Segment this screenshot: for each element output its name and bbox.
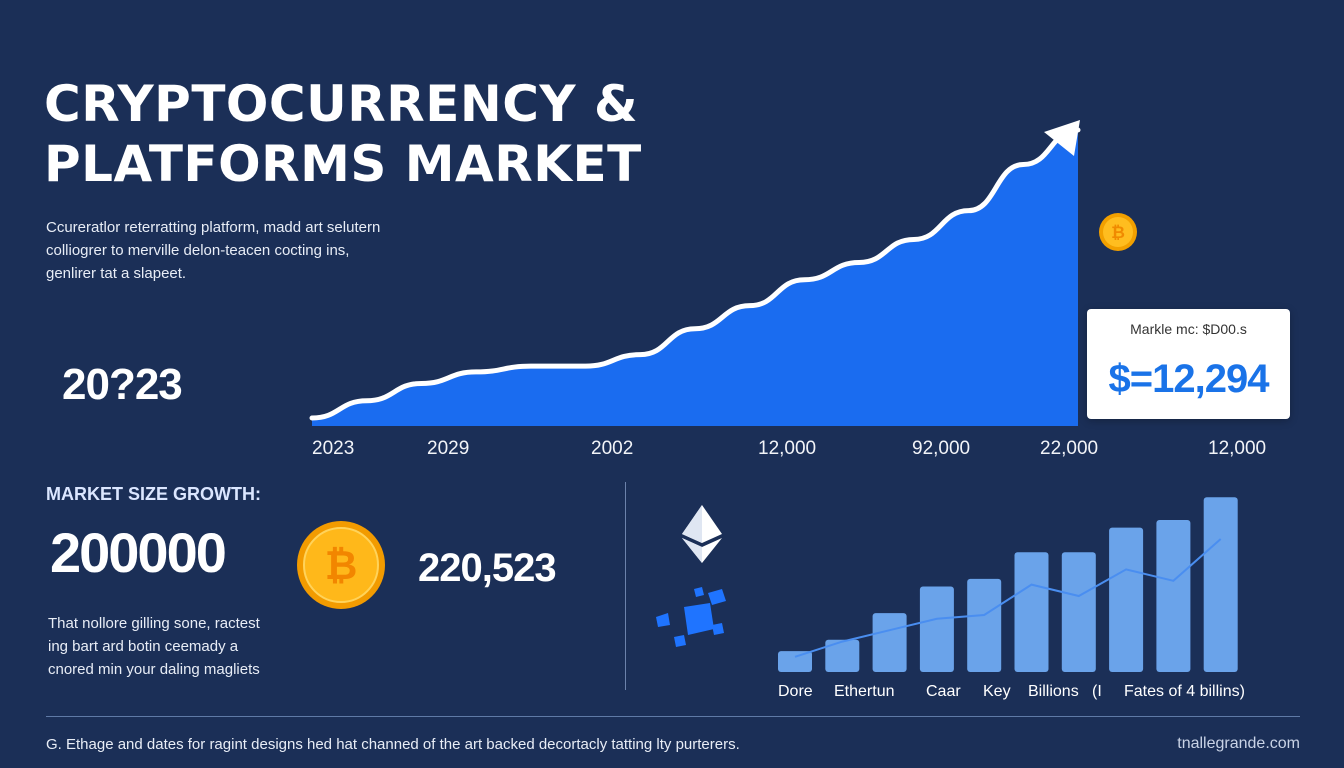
title-line-1: Cryptocurrency & xyxy=(44,75,639,133)
bar xyxy=(1156,520,1191,672)
bar xyxy=(1061,552,1096,672)
bar xyxy=(967,578,1002,672)
bar-x-tick: Ethertun xyxy=(834,683,895,700)
bar-x-tick: Fates of 4 billins) xyxy=(1124,683,1245,700)
footer-brand-link[interactable]: tnallegrande.com xyxy=(1177,735,1300,752)
vertical-divider xyxy=(625,482,626,690)
market-area-chart xyxy=(309,120,1081,426)
area-x-tick: 92,000 xyxy=(912,438,971,459)
svg-text:₿: ₿ xyxy=(1111,223,1125,243)
description-line: colliogrer to merville delon-teacen coct… xyxy=(46,242,350,259)
note-line: ing bart ard botin ceemady a xyxy=(48,638,239,655)
note-line: That nollore gilling sone, ractest xyxy=(48,615,260,632)
bitcoin-coin-icon: ₿ xyxy=(297,521,385,609)
bar xyxy=(778,651,812,672)
title-line-2: Platforms Market xyxy=(44,135,642,193)
bar-x-tick: Caar xyxy=(926,683,961,700)
ethereum-icon xyxy=(682,505,722,563)
area-x-tick: 22,000 xyxy=(1040,438,1099,459)
area-chart-x-axis: 2023 2029 2002 12,000 92,000 22,000 12,0… xyxy=(290,438,1290,462)
tooltip-label: Markle mc: $D00.s xyxy=(1130,321,1247,337)
bar-x-tick: Dore xyxy=(778,683,813,700)
footer-divider xyxy=(46,716,1300,717)
area-x-tick: 2029 xyxy=(427,438,470,459)
area-fill xyxy=(312,130,1078,426)
intro-description: Ccureratlor reterratting platform, madd … xyxy=(46,216,446,285)
bar-x-tick: Billions xyxy=(1028,683,1079,700)
tooltip-value: $=12,294 xyxy=(1108,357,1270,401)
bar-x-tick: (I xyxy=(1092,683,1102,700)
bar xyxy=(919,586,954,672)
area-x-tick: 12,000 xyxy=(1208,438,1267,459)
description-line: genlirer tat a slapeet. xyxy=(46,265,187,282)
trend-line xyxy=(794,538,1222,658)
blockchain-blocks-icon xyxy=(656,587,726,647)
svg-text:₿: ₿ xyxy=(325,543,358,589)
secondary-value: 220,523 xyxy=(418,546,557,590)
bar xyxy=(1109,527,1144,672)
hero-year: 20?23 xyxy=(62,360,183,409)
growth-bar-chart xyxy=(778,497,1238,672)
note-line: cnored min your daling magliets xyxy=(48,661,260,678)
trend-arrow-head xyxy=(1044,120,1080,156)
bar xyxy=(825,639,860,672)
bar-chart-x-axis: Dore Ethertun Caar Key Billions (I Fates… xyxy=(770,683,1290,707)
description-line: Ccureratlor reterratting platform, madd … xyxy=(46,219,381,236)
area-x-tick: 12,000 xyxy=(758,438,817,459)
area-x-tick: 2023 xyxy=(312,438,355,459)
market-cap-tooltip: Markle mc: $D00.s $=12,294 xyxy=(1087,309,1290,419)
area-x-tick: 2002 xyxy=(591,438,634,459)
market-size-value: 200000 xyxy=(50,521,227,584)
series-line xyxy=(309,127,1081,421)
page-title: Cryptocurrency & Platforms Market xyxy=(44,74,684,194)
bar xyxy=(1014,552,1049,672)
footer-note: G. Ethage and dates for ragint designs h… xyxy=(46,736,740,753)
market-note: That nollore gilling sone, ractest ing b… xyxy=(48,612,348,681)
bitcoin-coin-icon: ₿ xyxy=(1099,213,1137,251)
bar xyxy=(872,613,907,672)
bar-x-tick: Key xyxy=(983,683,1011,700)
market-size-heading: MARKET SIZE GROWTH: xyxy=(46,484,261,504)
bar xyxy=(1203,497,1238,672)
